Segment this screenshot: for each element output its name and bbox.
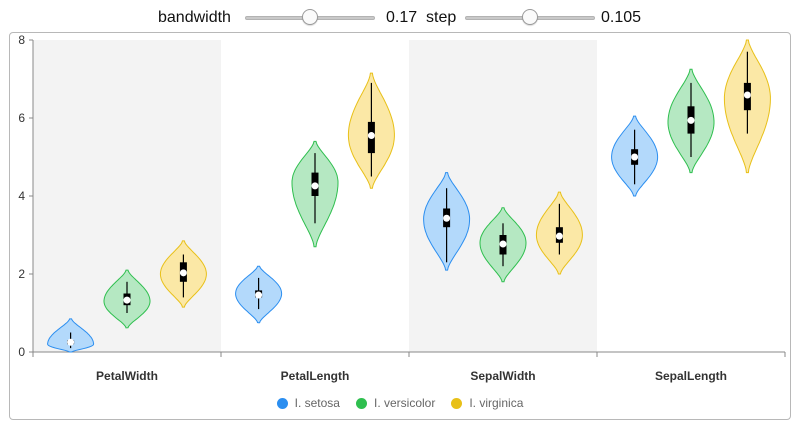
median-dot-i-setosa-sepalwidth (443, 214, 451, 222)
x-tick-label-petalwidth: PetalWidth (96, 369, 158, 383)
legend-label: I. versicolor (373, 396, 436, 410)
legend-swatch (276, 397, 288, 409)
bandwidth-label: bandwidth (158, 9, 231, 26)
median-dot-i-setosa-petalwidth (67, 338, 75, 346)
y-tick-label: 6 (18, 111, 25, 125)
legend: I. setosa I. versicolor I. virginica (0, 396, 800, 412)
legend-item: I. virginica (451, 396, 523, 410)
median-dot-i-versicolor-petallength (311, 182, 319, 190)
median-dot-i-versicolor-petalwidth (123, 296, 131, 304)
bandwidth-slider-thumb[interactable] (302, 9, 318, 25)
median-dot-i-setosa-petallength (255, 291, 263, 299)
median-dot-i-virginica-sepalwidth (555, 232, 563, 240)
median-dot-i-virginica-petallength (367, 132, 375, 140)
x-tick-label-sepallength: SepalLength (655, 369, 727, 383)
y-tick-label: 0 (18, 345, 25, 359)
bandwidth-slider[interactable] (245, 9, 375, 25)
median-dot-i-versicolor-sepallength (687, 116, 695, 124)
median-dot-i-versicolor-sepalwidth (499, 240, 507, 248)
legend-label: I. setosa (294, 396, 340, 410)
step-slider-thumb[interactable] (522, 9, 538, 25)
legend-item: I. setosa (276, 396, 340, 410)
legend-swatch (451, 397, 463, 409)
legend-label: I. virginica (469, 396, 524, 410)
median-dot-i-virginica-sepallength (743, 91, 751, 99)
y-tick-label: 8 (18, 33, 25, 47)
controls-bar: bandwidth 0.17 step 0.105 (0, 0, 800, 36)
step-slider[interactable] (465, 9, 595, 25)
legend-item: I. versicolor (355, 396, 436, 410)
legend-swatch (355, 397, 367, 409)
step-label: step (426, 9, 457, 26)
bandwidth-value: 0.17 (386, 9, 418, 26)
step-value: 0.105 (601, 9, 642, 26)
y-tick-label: 4 (18, 189, 25, 203)
median-dot-i-setosa-sepallength (631, 153, 639, 161)
x-tick-label-petallength: PetalLength (281, 369, 350, 383)
y-tick-label: 2 (18, 267, 25, 281)
median-dot-i-virginica-petalwidth (179, 269, 187, 277)
x-tick-label-sepalwidth: SepalWidth (470, 369, 535, 383)
